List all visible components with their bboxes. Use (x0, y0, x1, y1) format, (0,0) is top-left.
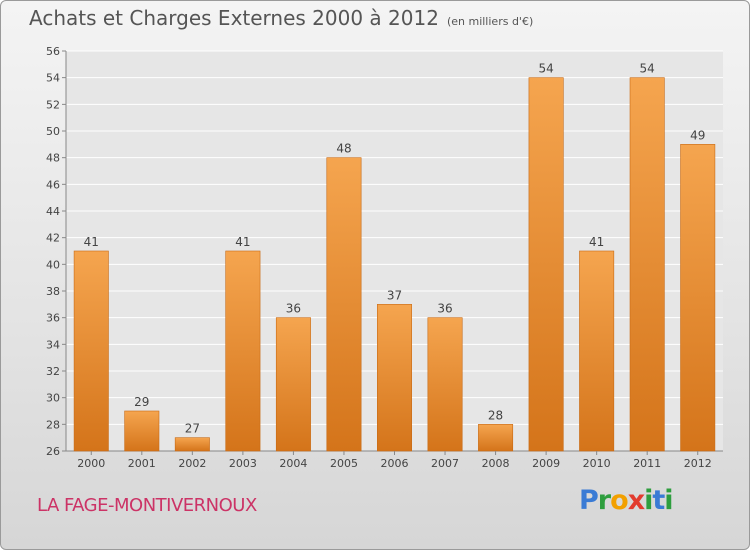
x-tick-label: 2000 (77, 457, 105, 470)
data-label: 41 (84, 235, 99, 249)
y-tick-label: 52 (46, 98, 60, 111)
y-tick-label: 38 (46, 285, 60, 298)
bar (478, 424, 514, 452)
x-tick-label: 2010 (583, 457, 611, 470)
data-label: 49 (690, 128, 705, 142)
bar (124, 410, 160, 452)
y-tick-label: 36 (46, 312, 60, 325)
x-tick-label: 2002 (178, 457, 206, 470)
y-tick-label: 46 (46, 178, 60, 191)
y-tick-label: 56 (46, 45, 60, 58)
bar (680, 144, 716, 452)
y-tick-label: 30 (46, 392, 60, 405)
data-label: 27 (185, 422, 200, 436)
y-tick-label: 42 (46, 232, 60, 245)
data-label: 48 (336, 142, 351, 156)
y-tick-label: 44 (46, 205, 60, 218)
town-name: LA FAGE-MONTIVERNOUX (37, 495, 257, 516)
bar (579, 250, 615, 452)
y-tick-label: 50 (46, 125, 60, 138)
data-label: 41 (589, 235, 604, 249)
data-label: 41 (235, 235, 250, 249)
data-label: 36 (437, 302, 452, 316)
chart-title: Achats et Charges Externes 2000 à 2012 (e… (29, 6, 533, 30)
chart-title-text: Achats et Charges Externes 2000 à 2012 (29, 6, 439, 30)
y-tick-label: 28 (46, 418, 60, 431)
bar (629, 77, 665, 452)
proxiti-logo: Proxiti (579, 485, 674, 516)
x-tick-label: 2001 (128, 457, 156, 470)
x-tick-label: 2005 (330, 457, 358, 470)
bar (225, 250, 261, 452)
x-tick-label: 2008 (482, 457, 510, 470)
y-tick-label: 32 (46, 365, 60, 378)
x-tick-label: 2004 (279, 457, 307, 470)
x-tick-label: 2003 (229, 457, 257, 470)
bar (73, 250, 109, 452)
y-tick-label: 26 (46, 445, 60, 458)
data-label: 54 (538, 62, 553, 76)
data-label: 37 (387, 288, 402, 302)
bar (275, 317, 311, 452)
y-tick-label: 40 (46, 258, 60, 271)
bar (326, 157, 362, 452)
chart-subtitle: (en milliers d'€) (446, 15, 534, 28)
x-tick-label: 2009 (532, 457, 560, 470)
x-tick-label: 2006 (381, 457, 409, 470)
x-tick-label: 2011 (633, 457, 661, 470)
y-tick-label: 34 (46, 338, 60, 351)
bar (528, 77, 564, 452)
data-label: 29 (134, 395, 149, 409)
bar (377, 304, 412, 452)
data-label: 28 (488, 408, 503, 422)
bar (174, 437, 210, 452)
x-tick-label: 2007 (431, 457, 459, 470)
data-label: 54 (640, 62, 655, 76)
data-label: 36 (286, 302, 301, 316)
bar (427, 317, 463, 452)
y-tick-label: 54 (46, 72, 60, 85)
x-tick-label: 2012 (684, 457, 712, 470)
y-tick-label: 48 (46, 152, 60, 165)
